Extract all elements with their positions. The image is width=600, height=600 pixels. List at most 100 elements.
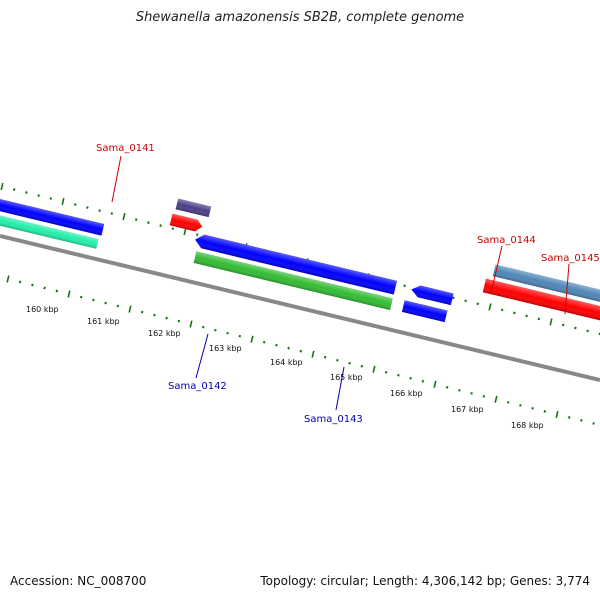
minor-tick	[134, 218, 138, 221]
minor-tick	[86, 206, 89, 209]
minor-tick	[43, 286, 46, 290]
minor-tick	[452, 296, 455, 300]
minor-tick	[238, 334, 242, 338]
genome-summary-text: Topology: circular; Length: 4,306,142 bp…	[260, 574, 590, 588]
tick-label: 162 kbp	[148, 329, 181, 338]
minor-tick	[177, 319, 181, 323]
gene-left-blue	[0, 198, 105, 236]
gene-label-sama-0145: Sama_0145	[541, 253, 600, 315]
gene-label-sama-0142: Sama_0142	[168, 333, 227, 392]
tick-label: 166 kbp	[390, 389, 423, 398]
minor-tick	[580, 419, 583, 422]
scale-tick-labels: 160 kbp 161 kbp 162 kbp 163 kbp 164 kbp …	[26, 305, 544, 430]
gene-label-text: Sama_0141	[96, 143, 155, 154]
accession-text: Accession: NC_008700	[10, 574, 147, 588]
minor-tick	[567, 416, 571, 419]
gene-label-sama-0143: Sama_0143	[304, 366, 363, 425]
minor-tick	[586, 329, 589, 333]
major-tick	[494, 395, 498, 403]
minor-tick	[397, 373, 400, 377]
tick-label: 160 kbp	[26, 305, 59, 314]
minor-tick	[275, 343, 278, 347]
minor-tick	[513, 311, 516, 315]
tick-label: 167 kbp	[451, 405, 484, 414]
major-tick	[61, 197, 65, 206]
minor-tick	[226, 331, 229, 335]
tick-label: 163 kbp	[209, 344, 242, 353]
gene-sama-0143	[411, 285, 454, 306]
minor-tick	[525, 314, 528, 318]
gene-label-text: Sama_0143	[304, 414, 363, 425]
minor-tick	[500, 308, 504, 312]
gene-sama-0142	[195, 234, 398, 295]
major-tick	[6, 275, 10, 283]
minor-tick	[458, 389, 461, 392]
major-tick	[0, 182, 4, 191]
minor-tick	[409, 376, 412, 380]
map-title: Shewanella amazonensis SB2B, complete ge…	[135, 10, 465, 25]
minor-tick	[98, 209, 101, 212]
minor-tick	[384, 370, 388, 374]
major-tick	[555, 410, 559, 418]
major-tick	[189, 320, 193, 328]
gene-sama-0141-indigo	[175, 198, 212, 218]
minor-tick	[336, 358, 339, 362]
minor-tick	[537, 317, 541, 321]
minor-tick	[147, 221, 150, 224]
gene-sama-0144	[482, 278, 600, 323]
minor-tick	[531, 407, 534, 410]
minor-tick	[79, 295, 83, 299]
minor-tick	[482, 395, 486, 398]
major-tick	[433, 380, 437, 388]
gene-label-sama-0141: Sama_0141	[96, 143, 155, 203]
gene-label-text: Sama_0144	[477, 235, 536, 246]
minor-tick	[171, 227, 175, 230]
minor-tick	[73, 203, 77, 206]
minor-tick	[49, 197, 53, 200]
minor-tick	[165, 316, 168, 320]
major-tick	[183, 228, 187, 236]
minor-tick	[262, 340, 266, 344]
major-tick	[488, 303, 492, 311]
minor-tick	[287, 346, 290, 350]
minor-tick	[421, 379, 425, 383]
minor-tick	[561, 323, 565, 327]
gene-sama-0143-cds	[401, 300, 448, 323]
gene-left-teal	[0, 213, 99, 249]
minor-tick	[31, 283, 34, 287]
minor-tick	[445, 385, 449, 389]
minor-tick	[574, 326, 577, 330]
minor-tick	[25, 191, 28, 194]
minor-tick	[464, 299, 467, 303]
minor-tick	[470, 392, 473, 395]
gene-sama-0144-cds	[492, 264, 600, 308]
gene-sama-0141	[169, 213, 203, 232]
minor-tick	[348, 361, 351, 365]
minor-tick	[592, 422, 595, 425]
tick-label: 165 kbp	[330, 373, 363, 382]
genome-backbone	[0, 234, 600, 382]
minor-tick	[214, 328, 217, 332]
minor-tick	[403, 284, 406, 288]
minor-tick	[110, 212, 114, 215]
minor-tick	[519, 404, 522, 407]
tick-label: 164 kbp	[270, 358, 303, 367]
minor-tick	[201, 325, 205, 329]
minor-tick	[299, 349, 303, 353]
inner-dotted-ring	[6, 275, 595, 425]
minor-tick	[360, 364, 364, 368]
minor-tick	[476, 302, 480, 306]
gene-label-text: Sama_0145	[541, 253, 600, 264]
minor-tick	[104, 301, 107, 305]
major-tick	[67, 290, 71, 298]
minor-tick	[323, 355, 327, 359]
gene-label-text: Sama_0142	[168, 381, 227, 392]
gene-sama-0142-cds	[193, 251, 393, 311]
tick-label: 168 kbp	[511, 421, 544, 430]
major-tick	[122, 213, 126, 221]
minor-tick	[543, 410, 547, 413]
minor-tick	[195, 233, 199, 236]
minor-tick	[37, 194, 40, 197]
minor-tick	[18, 280, 22, 284]
